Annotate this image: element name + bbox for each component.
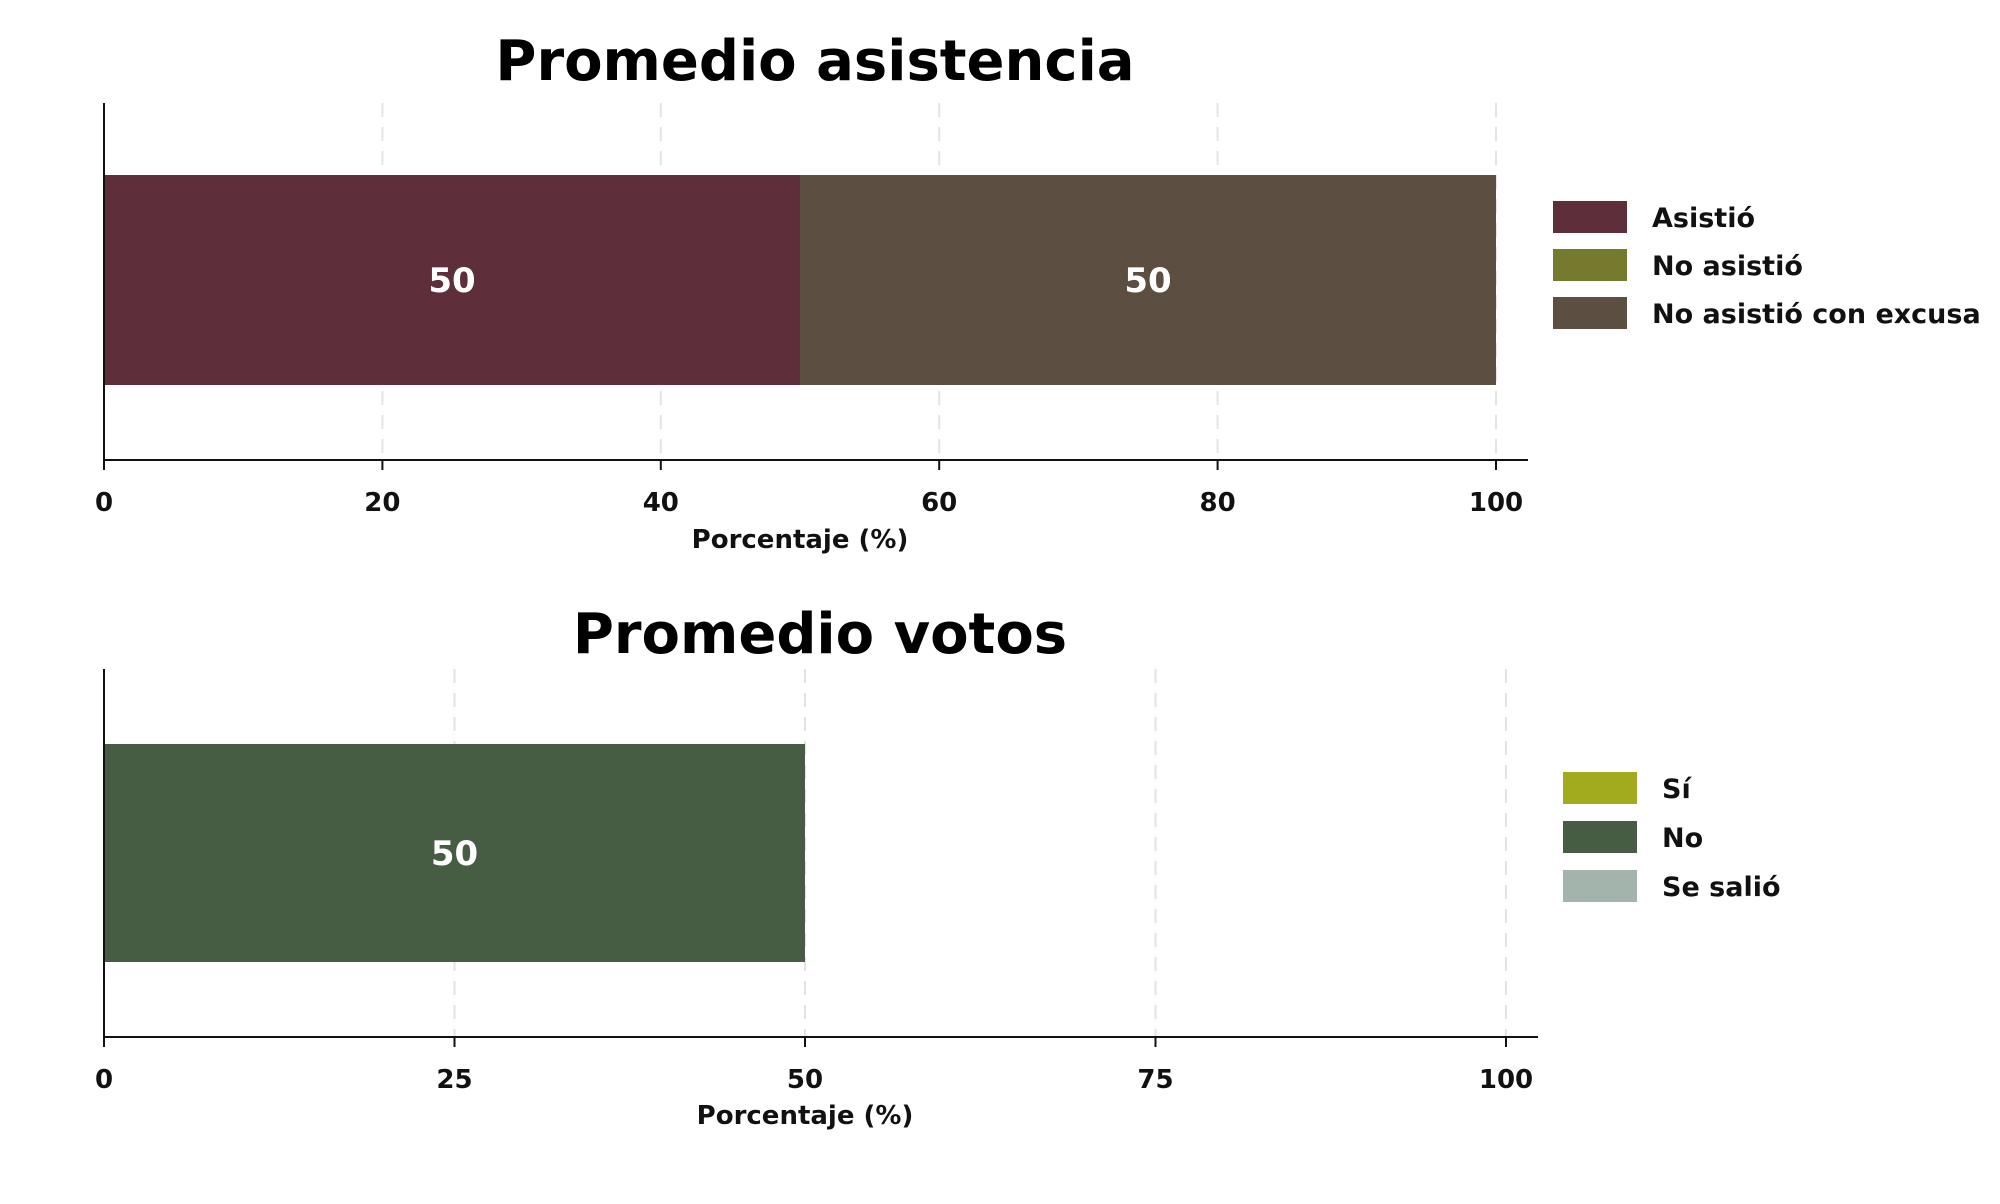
x-tick-label-1-1: 20	[364, 488, 400, 518]
x-axis-label-1: Porcentaje (%)	[692, 525, 909, 555]
x-tick-label-1-2: 40	[643, 488, 679, 518]
legend-swatch-1-2	[1553, 249, 1627, 281]
x-tick-label-2-1: 25	[436, 1065, 472, 1095]
bar-1-1	[104, 175, 800, 385]
bar-label-2-2: 50	[431, 834, 478, 874]
x-tick-label-1-0: 0	[95, 488, 113, 518]
chart-title-2: Promedio votos	[573, 602, 1067, 667]
x-axis-label-2: Porcentaje (%)	[697, 1101, 914, 1131]
legend-label-2-3: Se salió	[1662, 872, 1781, 903]
legend-label-2-2: No	[1662, 823, 1703, 854]
x-tick-label-2-4: 100	[1479, 1065, 1533, 1095]
bar-2-2	[104, 744, 805, 962]
x-tick-label-2-0: 0	[95, 1065, 113, 1095]
legend-swatch-1-3	[1553, 297, 1627, 329]
x-tick-label-1-4: 80	[1200, 488, 1236, 518]
bar-label-1-3: 50	[1124, 261, 1171, 301]
bar-1-3	[800, 175, 1496, 385]
legend-swatch-2-3	[1563, 870, 1637, 902]
x-tick-label-2-2: 50	[787, 1065, 823, 1095]
legend-label-2-1: Sí	[1662, 774, 1692, 805]
bar-label-1-1: 50	[428, 261, 475, 301]
x-tick-label-1-5: 100	[1469, 488, 1523, 518]
legend-label-1-1: Asistió	[1652, 203, 1755, 234]
legend-swatch-2-2	[1563, 821, 1637, 853]
legend-label-1-2: No asistió	[1652, 251, 1803, 282]
x-tick-label-1-3: 60	[921, 488, 957, 518]
legend-swatch-1-1	[1553, 201, 1627, 233]
legend-swatch-2-1	[1563, 772, 1637, 804]
legend-label-1-3: No asistió con excusa	[1652, 299, 1981, 330]
chart-title-1: Promedio asistencia	[495, 29, 1134, 94]
x-tick-label-2-3: 75	[1137, 1065, 1173, 1095]
